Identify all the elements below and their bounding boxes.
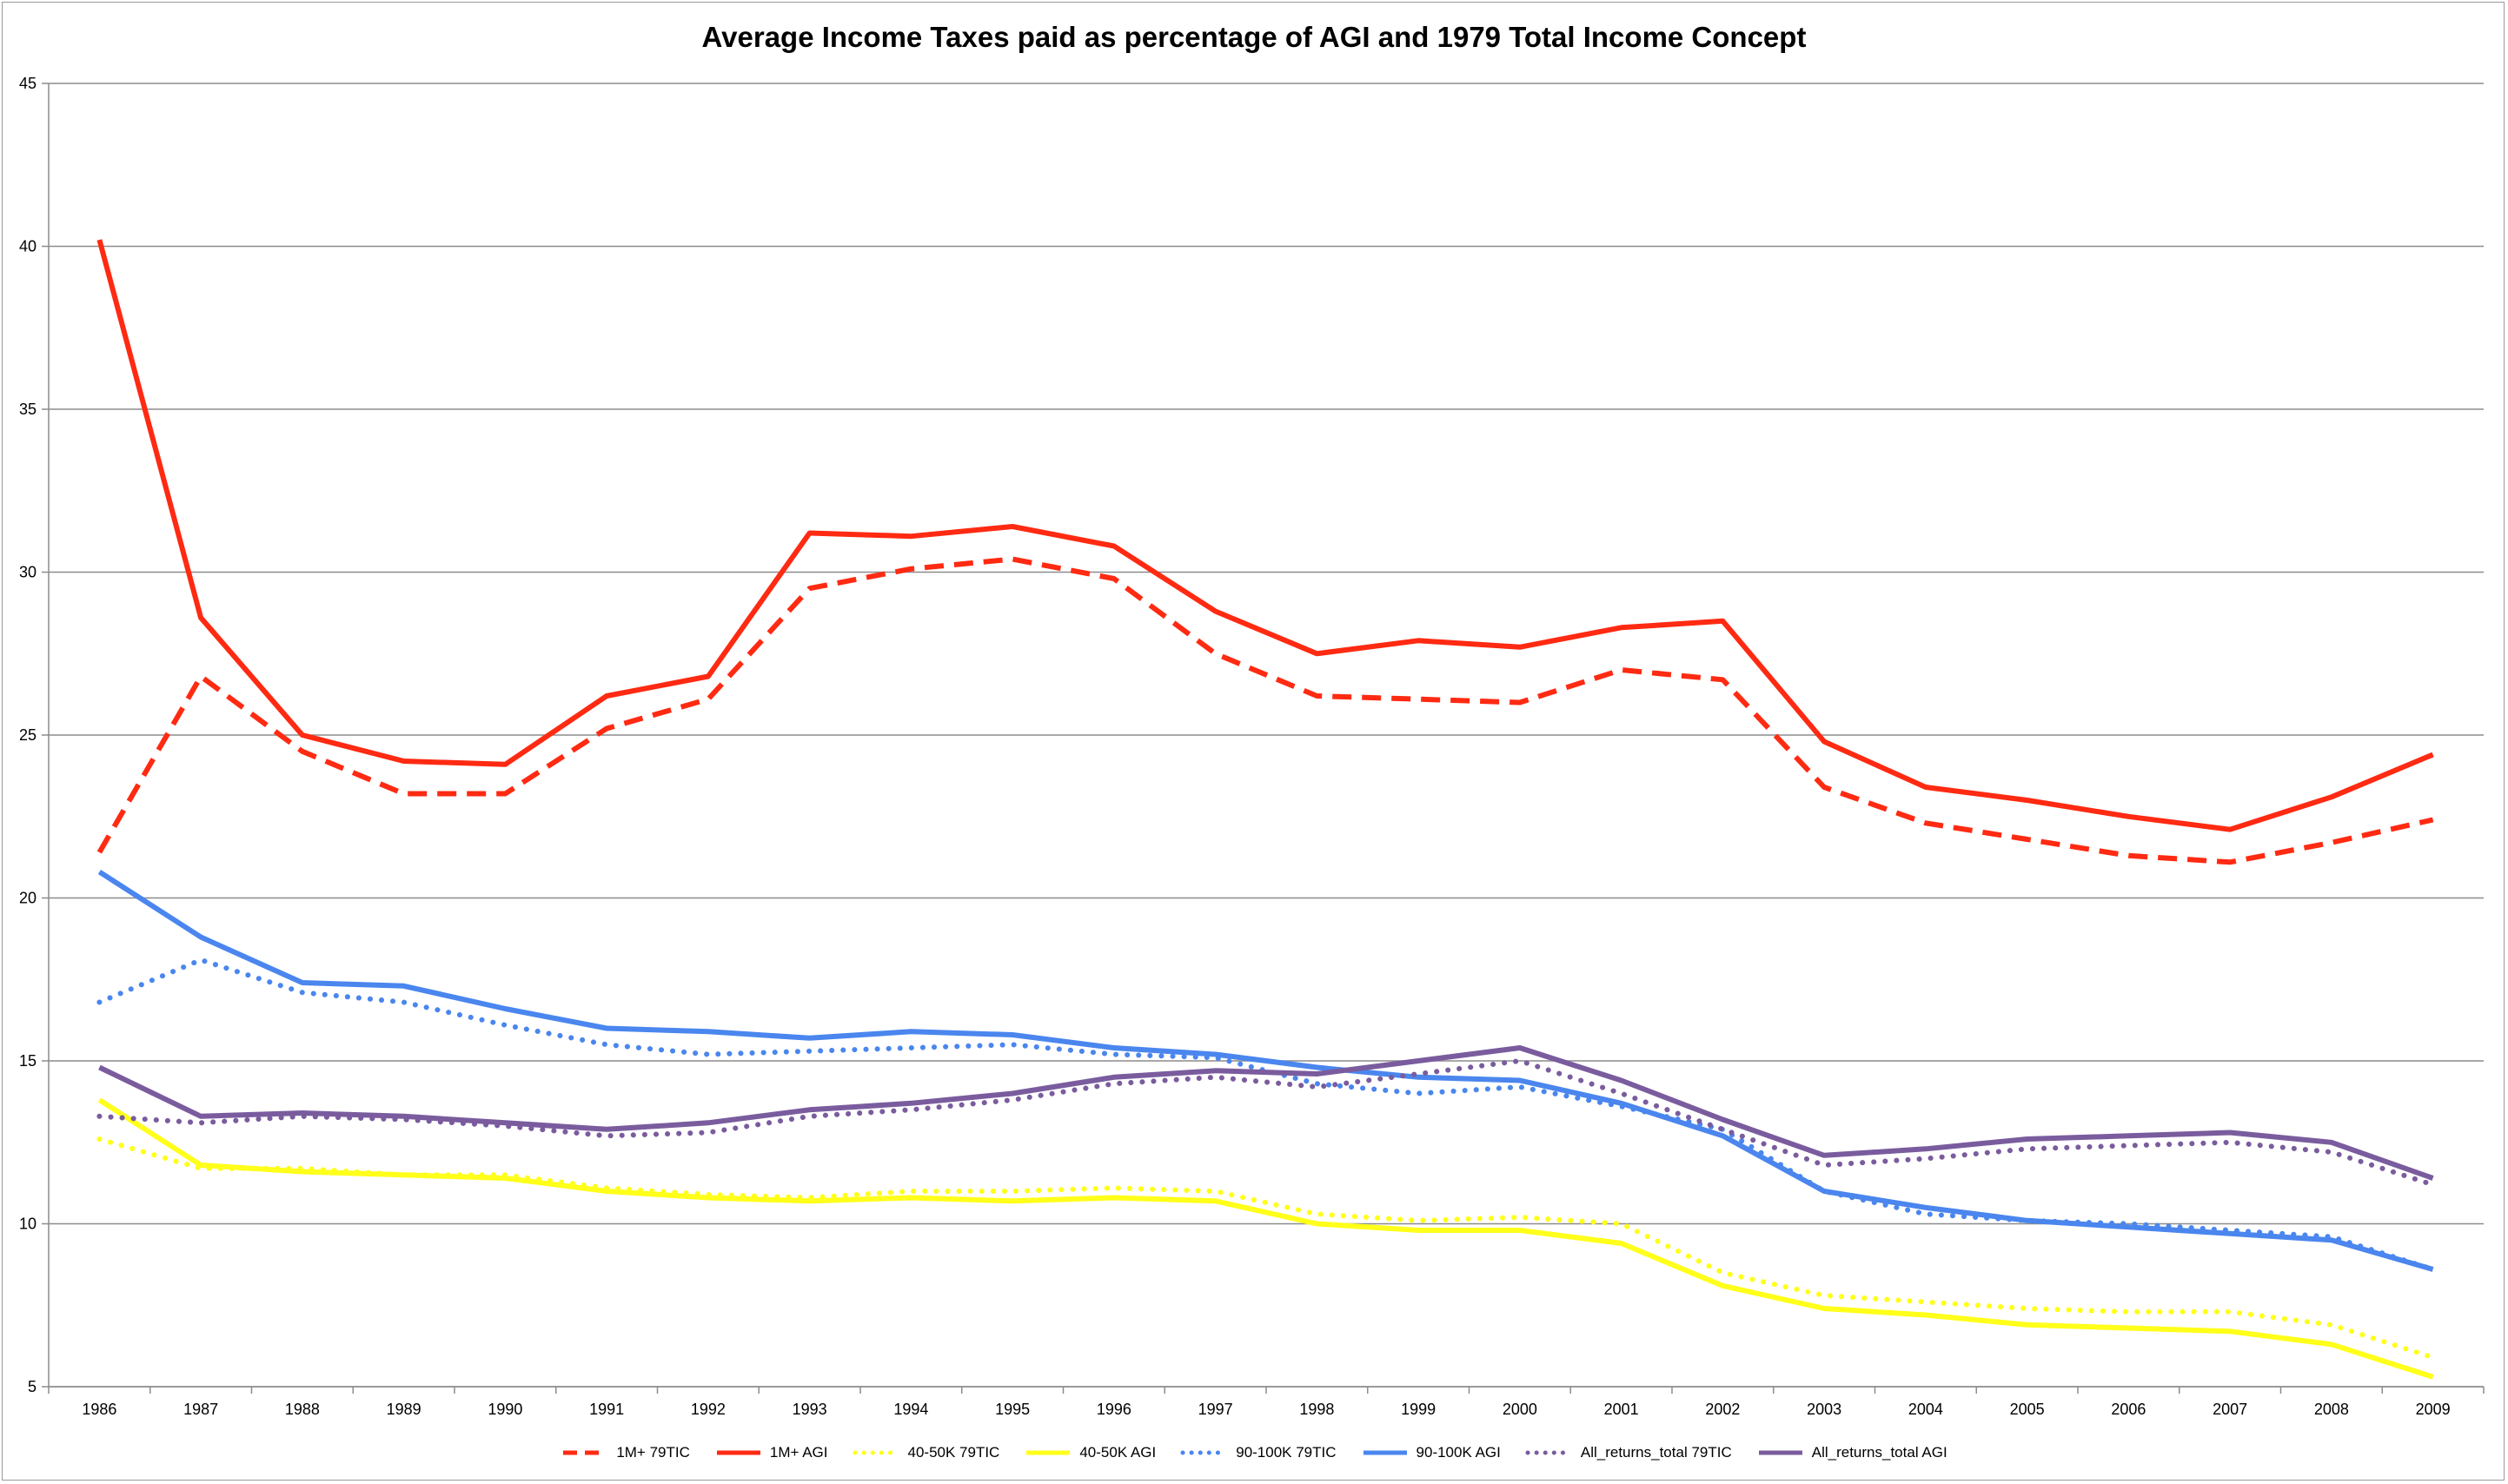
y-tick-label: 15: [19, 1052, 36, 1070]
x-tick-label: 2007: [2213, 1401, 2247, 1418]
y-tick-label: 25: [19, 726, 36, 744]
y-tick-label: 45: [19, 75, 36, 92]
legend-swatch: [1026, 1450, 1071, 1455]
series-line-40-50k-agi: [97, 1097, 2434, 1380]
legend-label: 40-50K AGI: [1079, 1444, 1157, 1461]
series-line-1m-79tic: [96, 556, 2434, 865]
legend-swatch: [1525, 1450, 1574, 1455]
x-tick-label: 1988: [285, 1401, 320, 1418]
x-tick-label: 1998: [1299, 1401, 1334, 1418]
x-tick-label: 1989: [387, 1401, 421, 1418]
x-tick-label: 2008: [2314, 1401, 2349, 1418]
y-tick-label: 10: [19, 1216, 36, 1233]
y-tick-label: 40: [19, 238, 36, 255]
x-tick-label: 2004: [1908, 1401, 1943, 1418]
x-tick-label: 1997: [1198, 1401, 1233, 1418]
legend-item: 1M+ 79TIC: [561, 1444, 690, 1461]
x-tick-label: 2003: [1807, 1401, 1841, 1418]
legend-swatch: [563, 1450, 607, 1455]
y-tick-label: 35: [19, 401, 36, 418]
x-tick-label: 1986: [82, 1401, 116, 1418]
legend-label: 90-100K 79TIC: [1236, 1444, 1337, 1461]
legend-label: All_returns_total 79TIC: [1580, 1444, 1732, 1461]
legend-item: 1M+ AGI: [714, 1444, 828, 1461]
legend-label: 1M+ AGI: [769, 1444, 828, 1461]
x-tick-label: 2001: [1604, 1401, 1639, 1418]
legend-item: 90-100K AGI: [1361, 1444, 1501, 1461]
legend-item: 40-50K 79TIC: [853, 1444, 1000, 1461]
legend-label: 1M+ 79TIC: [616, 1444, 690, 1461]
legend-item: All_returns_total AGI: [1756, 1444, 1947, 1461]
x-tick-label: 2005: [2010, 1401, 2045, 1418]
x-tick-label: 1996: [1097, 1401, 1131, 1418]
legend-swatch: [1758, 1450, 1802, 1455]
legend-swatch: [1180, 1450, 1229, 1455]
x-tick-label: 2000: [1503, 1401, 1537, 1418]
legend-item: 40-50K AGI: [1024, 1444, 1156, 1461]
legend-label: 40-50K 79TIC: [907, 1444, 1000, 1461]
y-tick-label: 20: [19, 890, 36, 907]
x-tick-label: 1994: [893, 1401, 928, 1418]
x-tick-label: 1992: [691, 1401, 726, 1418]
x-tick-label: 1990: [488, 1401, 522, 1418]
x-tick-label: 2009: [2416, 1401, 2451, 1418]
x-tick-label: 1987: [183, 1401, 218, 1418]
x-tick-label: 1993: [793, 1401, 827, 1418]
x-tick-label: 1991: [589, 1401, 624, 1418]
x-tick-label: 1999: [1401, 1401, 1436, 1418]
legend-item: 90-100K 79TIC: [1180, 1444, 1337, 1461]
y-tick-label: 30: [19, 564, 36, 581]
y-tick-label: 5: [28, 1378, 36, 1395]
legend-swatch: [1363, 1450, 1407, 1455]
series-line-all-returns-total-agi: [98, 1045, 2434, 1181]
x-tick-label: 2002: [1705, 1401, 1740, 1418]
chart-legend: 1M+ 79TIC 1M+ AGI 40-50K 79TIC 40-50K AGI 90…: [0, 1437, 2508, 1468]
legend-swatch: [853, 1450, 900, 1455]
legend-item: All_returns_total 79TIC: [1525, 1444, 1732, 1461]
x-tick-label: 2006: [2111, 1401, 2146, 1418]
series-line-40-50k-79tic: [96, 1136, 2436, 1361]
x-tick-label: 1995: [995, 1401, 1030, 1418]
series-line-1m-agi: [96, 239, 2434, 832]
legend-swatch: [716, 1450, 760, 1455]
series-line-90-100k-agi: [97, 869, 2434, 1272]
legend-label: All_returns_total AGI: [1811, 1444, 1947, 1461]
chart-title: Average Income Taxes paid as percentage …: [701, 21, 1807, 53]
legend-label: 90-100K AGI: [1416, 1444, 1501, 1461]
series-line-all-returns-total-79tic: [96, 1058, 2436, 1188]
